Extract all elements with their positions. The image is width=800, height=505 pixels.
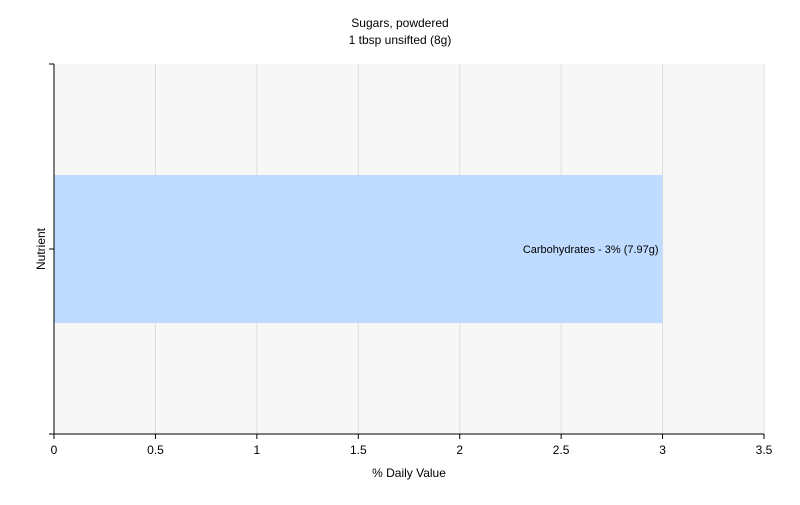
x-axis-label: % Daily Value xyxy=(372,466,446,480)
x-tick-label: 1.5 xyxy=(350,443,367,457)
y-axis-label: Nutrient xyxy=(34,227,48,270)
bar-carbohydrates xyxy=(54,175,663,323)
x-tick-label: 2.5 xyxy=(553,443,570,457)
x-axis-ticks: 0 0.5 1 1.5 2 2.5 3 3.5 xyxy=(51,434,773,457)
bars: Carbohydrates - 3% (7.97g) xyxy=(54,175,663,323)
x-tick-label: 3 xyxy=(659,443,666,457)
x-tick-label: 0 xyxy=(51,443,58,457)
chart-subtitle: 1 tbsp unsifted (8g) xyxy=(349,33,452,47)
x-tick-label: 0.5 xyxy=(147,443,164,457)
y-axis-ticks xyxy=(49,63,54,435)
bar-data-label: Carbohydrates - 3% (7.97g) xyxy=(523,244,659,256)
chart-title: Sugars, powdered xyxy=(351,16,448,30)
x-tick-label: 2 xyxy=(456,443,463,457)
x-tick-label: 1 xyxy=(254,443,261,457)
x-tick-label: 3.5 xyxy=(756,443,773,457)
